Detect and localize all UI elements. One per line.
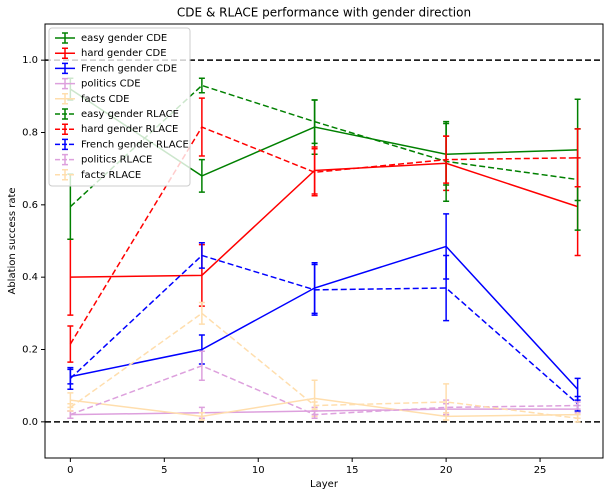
series-line bbox=[69, 254, 579, 405]
legend-errorbar bbox=[62, 47, 68, 59]
error-bar bbox=[198, 97, 205, 157]
legend-label: French gender CDE bbox=[81, 63, 177, 74]
x-tick-label: 20 bbox=[440, 465, 453, 476]
error-bar bbox=[198, 77, 205, 94]
legend-label: hard gender CDE bbox=[81, 48, 167, 59]
plot-frame bbox=[44, 23, 604, 459]
legend-errorbar bbox=[62, 93, 68, 105]
legend-errorbar bbox=[62, 62, 68, 75]
legend-errorbar bbox=[62, 153, 68, 166]
error-bar bbox=[443, 135, 450, 184]
error-bar bbox=[443, 254, 450, 322]
x-tick-label: 5 bbox=[161, 465, 167, 476]
error-bar bbox=[198, 242, 205, 269]
error-bar bbox=[198, 301, 205, 325]
legend-label: facts CDE bbox=[81, 94, 129, 105]
y-tick-label: 1.0 bbox=[22, 55, 38, 66]
legend: easy gender CDE hard gender CDE French gen… bbox=[48, 27, 191, 187]
error-bar bbox=[67, 325, 74, 363]
legend-label: facts RLACE bbox=[81, 170, 141, 181]
error-bar bbox=[311, 401, 318, 410]
error-bar bbox=[311, 263, 318, 316]
legend-errorbar bbox=[62, 169, 68, 181]
error-bar bbox=[198, 350, 205, 381]
y-axis-label: Ablation success rate bbox=[7, 187, 18, 294]
legend-errorbar bbox=[62, 77, 68, 90]
error-bar bbox=[311, 410, 318, 419]
y-tick-label: 0.4 bbox=[22, 272, 38, 283]
error-bar bbox=[443, 383, 450, 421]
error-bar bbox=[311, 148, 318, 197]
series-line bbox=[69, 126, 578, 345]
error-bar bbox=[67, 403, 74, 412]
x-tick-label: 0 bbox=[67, 465, 73, 476]
error-bar bbox=[311, 99, 318, 145]
error-bar bbox=[198, 158, 205, 193]
legend-label: politics RLACE bbox=[81, 155, 152, 166]
legend-errorbar bbox=[62, 32, 68, 44]
legend-errorbar bbox=[62, 108, 68, 120]
legend-label: easy gender CDE bbox=[81, 33, 167, 44]
legend-label: hard gender RLACE bbox=[81, 124, 178, 135]
legend-errorbar bbox=[62, 123, 68, 135]
error-bar bbox=[574, 413, 581, 423]
error-bar bbox=[67, 366, 74, 391]
legend-label: French gender RLACE bbox=[81, 139, 189, 150]
x-tick-label: 15 bbox=[346, 465, 359, 476]
y-tick-label: 0.8 bbox=[22, 128, 38, 139]
series-line bbox=[70, 364, 578, 416]
x-tick-label: 10 bbox=[252, 465, 265, 476]
error-bar bbox=[198, 412, 205, 421]
legend-box bbox=[48, 27, 191, 187]
legend-errorbar bbox=[62, 138, 68, 151]
y-tick-label: 0.6 bbox=[22, 200, 38, 211]
error-bar bbox=[574, 401, 581, 410]
chart-title: CDE & RLACE performance with gender dire… bbox=[177, 6, 471, 20]
error-bar bbox=[574, 128, 581, 188]
y-tick-label: 0.0 bbox=[22, 417, 38, 428]
x-tick-label: 25 bbox=[534, 465, 547, 476]
legend-label: politics CDE bbox=[81, 79, 141, 90]
series-line bbox=[70, 245, 579, 390]
y-tick-label: 0.2 bbox=[22, 345, 38, 356]
x-axis-label: Layer bbox=[310, 479, 339, 490]
series-line bbox=[69, 312, 578, 419]
legend-label: easy gender RLACE bbox=[81, 109, 179, 120]
